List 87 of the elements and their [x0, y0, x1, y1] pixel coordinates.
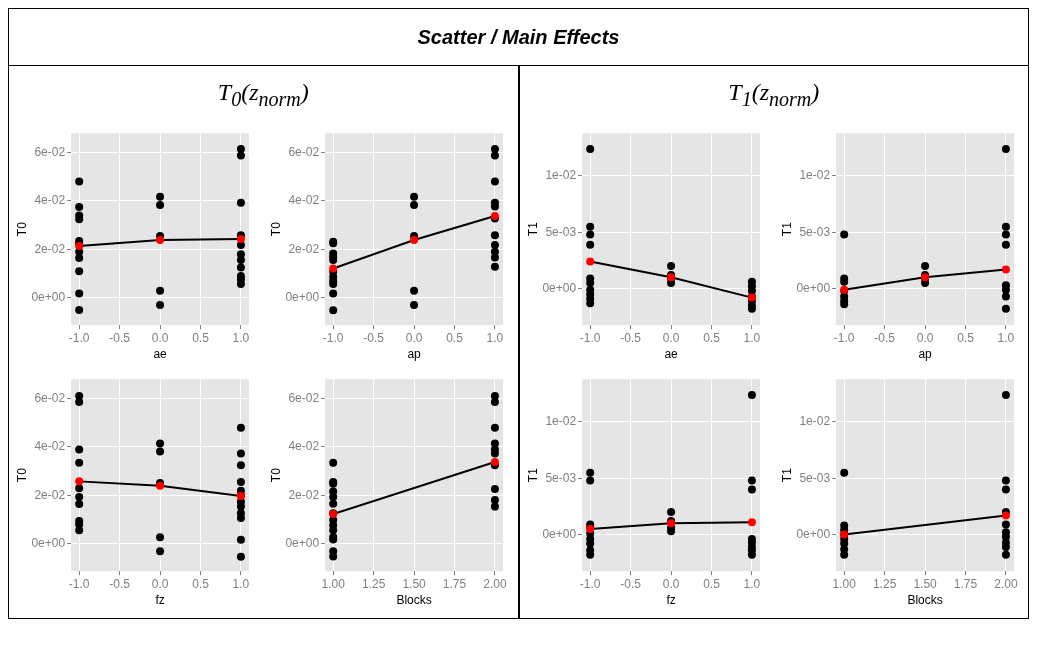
x-tick-label: -0.5	[874, 330, 896, 345]
y-tick-label: 2e-02	[288, 241, 320, 256]
y-tick-label: 4e-02	[34, 439, 66, 454]
y-tick-label: 5e-03	[799, 224, 831, 239]
x-tick-label: -0.5	[109, 576, 131, 591]
y-tick-label: 5e-03	[545, 470, 577, 485]
y-tick-label: 0e+00	[796, 526, 831, 541]
x-axis-title: ap	[918, 347, 932, 362]
y-tick-label: 0e+00	[285, 290, 320, 305]
y-tick-label: 0e+00	[31, 536, 66, 551]
y-axis-title: T0	[268, 221, 283, 237]
y-tick-label: 6e-02	[288, 390, 320, 405]
x-tick-label: 0.5	[192, 576, 210, 591]
x-tick-label: 0.5	[702, 576, 720, 591]
y-tick-label: 1e-02	[799, 168, 831, 183]
x-tick-label: 1.75	[443, 576, 467, 591]
chart-subtitle: T$_{0}$(z$_{norm}$)	[217, 79, 309, 111]
x-axis-title: ap	[407, 347, 422, 362]
x-tick-label: -1.0	[69, 330, 91, 345]
y-axis-title: T1	[779, 467, 794, 483]
x-tick-label: -1.0	[69, 576, 91, 591]
x-tick-label: 1.0	[232, 576, 250, 591]
x-tick-label: 0.0	[405, 330, 423, 345]
y-tick-label: 2e-02	[288, 487, 320, 502]
x-tick-label: -1.0	[579, 330, 601, 345]
y-tick-label: 2e-02	[34, 241, 66, 256]
y-axis-title: T1	[779, 221, 794, 237]
x-tick-label: 1.0	[743, 576, 761, 591]
x-tick-label: 1.00	[832, 576, 856, 591]
x-tick-label: 0.5	[192, 330, 210, 345]
x-tick-label: 1.25	[362, 576, 386, 591]
x-tick-label: 1.50	[913, 576, 937, 591]
x-tick-label: 0.0	[662, 330, 680, 345]
x-tick-label: -0.5	[620, 576, 642, 591]
y-tick-label: 0e+00	[542, 526, 577, 541]
x-tick-label: 2.00	[993, 576, 1018, 591]
x-tick-label: 0.0	[151, 330, 169, 345]
x-tick-label: 1.75	[953, 576, 978, 591]
y-tick-label: 1e-02	[545, 414, 577, 429]
x-tick-label: 1.00	[321, 576, 346, 591]
y-tick-label: 1e-02	[799, 414, 831, 429]
y-tick-label: 0e+00	[31, 290, 66, 305]
x-axis-title: ae	[153, 347, 168, 362]
x-tick-label: 1.0	[486, 330, 504, 345]
x-axis-title: ae	[664, 347, 678, 362]
x-tick-label: 0.5	[956, 330, 974, 345]
x-tick-label: -1.0	[833, 330, 855, 345]
y-axis-title: T0	[14, 221, 29, 237]
y-tick-label: 5e-03	[799, 470, 831, 485]
y-axis-title: T1	[525, 221, 540, 237]
x-tick-label: 0.5	[702, 330, 720, 345]
x-axis-title: Blocks	[396, 593, 432, 608]
y-tick-label: 5e-03	[545, 224, 577, 239]
x-tick-label: -0.5	[109, 330, 131, 345]
text: Scatter / Main Effects	[417, 25, 620, 49]
x-axis-title: fz	[155, 593, 165, 608]
x-tick-label: -1.0	[579, 576, 601, 591]
x-tick-label: 0.0	[662, 576, 680, 591]
y-tick-label: 0e+00	[796, 280, 831, 295]
x-tick-label: 1.0	[743, 330, 761, 345]
x-tick-label: -1.0	[323, 330, 345, 345]
y-tick-label: 0e+00	[542, 280, 577, 295]
y-tick-label: 6e-02	[34, 144, 66, 159]
x-tick-label: -0.5	[620, 330, 642, 345]
x-tick-label: -0.5	[363, 330, 385, 345]
y-tick-label: 2e-02	[34, 487, 66, 502]
y-axis-title: T0	[268, 467, 283, 483]
x-tick-label: 0.0	[916, 330, 934, 345]
y-tick-label: 4e-02	[34, 193, 66, 208]
x-tick-label: 0.0	[151, 576, 169, 591]
y-tick-label: 4e-02	[288, 439, 320, 454]
x-tick-label: 1.25	[872, 576, 897, 591]
x-tick-label: 1.0	[997, 330, 1015, 345]
y-tick-label: 6e-02	[34, 390, 66, 405]
y-axis-title: T1	[525, 467, 540, 483]
y-tick-label: 4e-02	[288, 193, 320, 208]
x-tick-label: 0.5	[446, 330, 464, 345]
x-tick-label: 1.0	[232, 330, 250, 345]
x-tick-label: 2.00	[483, 576, 508, 591]
y-tick-label: 0e+00	[285, 536, 320, 551]
y-axis-title: T0	[14, 467, 29, 483]
y-tick-label: 1e-02	[545, 168, 577, 183]
x-axis-title: Blocks	[907, 593, 943, 608]
y-tick-label: 6e-02	[288, 144, 320, 159]
x-tick-label: 1.50	[402, 576, 427, 591]
x-axis-title: fz	[666, 593, 676, 608]
chart-subtitle: T$_{1}$(z$_{norm}$)	[728, 79, 820, 111]
